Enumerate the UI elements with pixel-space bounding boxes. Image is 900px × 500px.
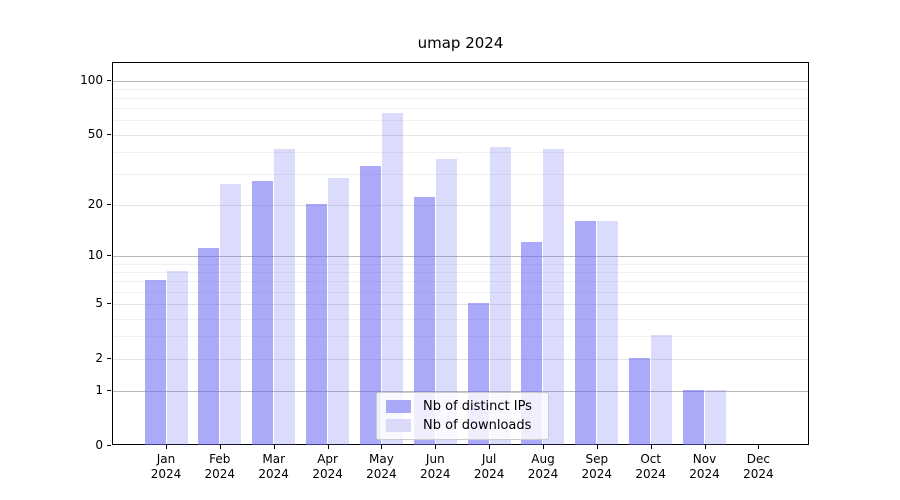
bar-nb-of-distinct-ips-sep-2024 xyxy=(575,220,597,445)
x-tick-mark-nov-2024 xyxy=(704,445,706,449)
x-tick-label-sep-2024: Sep 2024 xyxy=(581,452,613,481)
gridline-100 xyxy=(113,80,808,82)
x-tick-mark-jan-2024 xyxy=(166,445,167,449)
y-tick-mark-0 xyxy=(107,445,111,446)
minor-gridline-4 xyxy=(113,318,808,320)
y-tick-label-5: 5 xyxy=(95,296,103,311)
y-tick-label-1: 1 xyxy=(95,383,103,398)
bar-nb-of-downloads-jan-2024 xyxy=(166,271,188,445)
x-tick-mark-may-2024 xyxy=(381,445,383,449)
y-tick-label-0: 0 xyxy=(95,438,103,452)
minor-gridline-6 xyxy=(113,291,808,293)
bar-nb-of-distinct-ips-jun-2024 xyxy=(413,196,435,445)
x-tick-label-dec-2024: Dec 2024 xyxy=(743,452,774,481)
x-tick-label-apr-2024: Apr 2024 xyxy=(312,452,343,481)
legend-swatch-distinct-ips xyxy=(386,400,411,413)
x-tick-mark-dec-2024 xyxy=(758,445,760,449)
y-tick-mark-5 xyxy=(107,303,111,305)
minor-gridline-40 xyxy=(113,151,808,153)
bar-nb-of-downloads-mar-2024 xyxy=(274,149,296,445)
x-tick-mark-oct-2024 xyxy=(650,445,652,449)
x-tick-label-oct-2024: Oct 2024 xyxy=(635,452,666,481)
y-tick-mark-50 xyxy=(107,133,111,135)
y-tick-mark-2 xyxy=(107,358,111,359)
y-tick-mark-20 xyxy=(107,203,111,205)
x-tick-label-aug-2024: Aug 2024 xyxy=(527,452,559,481)
legend-label-downloads: Nb of downloads xyxy=(423,418,532,433)
y-tick-label-10: 10 xyxy=(87,248,103,263)
y-tick-mark-1 xyxy=(107,390,111,392)
bar-nb-of-distinct-ips-mar-2024 xyxy=(252,181,274,445)
bar-nb-of-distinct-ips-feb-2024 xyxy=(198,248,220,445)
minor-gridline-9 xyxy=(113,263,808,265)
x-tick-label-nov-2024: Nov 2024 xyxy=(689,452,720,481)
bar-nb-of-distinct-ips-may-2024 xyxy=(359,165,381,445)
x-tick-mark-jun-2024 xyxy=(435,445,437,449)
minor-gridline-8 xyxy=(113,272,808,273)
bar-nb-of-distinct-ips-jan-2024 xyxy=(144,280,166,445)
legend-entry-downloads: Nb of downloads xyxy=(386,418,539,433)
x-tick-label-jun-2024: Jun 2024 xyxy=(420,452,451,481)
minor-gridline-60 xyxy=(113,120,808,122)
bar-nb-of-downloads-may-2024 xyxy=(381,113,403,445)
bar-nb-of-downloads-sep-2024 xyxy=(597,220,619,445)
bar-nb-of-distinct-ips-nov-2024 xyxy=(683,390,704,445)
minor-gridline-70 xyxy=(113,108,808,110)
x-tick-mark-feb-2024 xyxy=(219,445,221,449)
y-tick-label-50: 50 xyxy=(87,126,103,141)
bar-nb-of-downloads-oct-2024 xyxy=(651,335,673,445)
legend-swatch-downloads xyxy=(386,419,411,432)
x-tick-label-mar-2024: Mar 2024 xyxy=(258,452,289,481)
x-tick-mark-mar-2024 xyxy=(273,445,275,449)
bar-nb-of-downloads-jul-2024 xyxy=(489,147,511,445)
x-tick-mark-apr-2024 xyxy=(327,445,329,449)
bar-nb-of-downloads-nov-2024 xyxy=(705,390,726,445)
gridline-10 xyxy=(113,256,808,258)
y-tick-mark-10 xyxy=(107,255,111,257)
gridline-5 xyxy=(113,304,808,306)
gridline-50 xyxy=(113,134,808,136)
bar-nb-of-downloads-jun-2024 xyxy=(435,159,457,445)
bar-nb-of-distinct-ips-apr-2024 xyxy=(306,203,328,445)
legend: Nb of distinct IPs Nb of downloads xyxy=(376,392,549,440)
x-tick-label-jan-2024: Jan 2024 xyxy=(150,452,182,481)
gridline-2 xyxy=(113,359,808,360)
bar-nb-of-downloads-apr-2024 xyxy=(328,178,350,445)
legend-label-distinct-ips: Nb of distinct IPs xyxy=(423,399,532,414)
bar-nb-of-downloads-aug-2024 xyxy=(543,149,565,445)
y-tick-mark-100 xyxy=(107,79,111,81)
minor-gridline-90 xyxy=(113,88,808,90)
gridline-20 xyxy=(113,204,808,206)
x-tick-mark-aug-2024 xyxy=(543,445,544,449)
bar-nb-of-distinct-ips-oct-2024 xyxy=(629,358,651,445)
x-tick-mark-jul-2024 xyxy=(489,445,491,449)
y-tick-label-20: 20 xyxy=(87,196,103,211)
minor-gridline-7 xyxy=(113,281,808,283)
minor-gridline-3 xyxy=(113,336,808,338)
x-tick-label-may-2024: May 2024 xyxy=(366,452,397,481)
minor-gridline-30 xyxy=(113,174,808,176)
x-tick-mark-sep-2024 xyxy=(596,445,598,449)
bar-nb-of-downloads-feb-2024 xyxy=(220,184,242,445)
minor-gridline-80 xyxy=(113,98,808,99)
y-tick-label-2: 2 xyxy=(95,351,103,365)
y-tick-label-100: 100 xyxy=(80,72,103,87)
x-tick-label-jul-2024: Jul 2024 xyxy=(473,452,505,481)
x-tick-label-feb-2024: Feb 2024 xyxy=(204,452,236,481)
legend-entry-distinct-ips: Nb of distinct IPs xyxy=(386,399,539,414)
gridline-1 xyxy=(113,391,808,393)
chart-title: umap 2024 xyxy=(417,34,504,52)
plot-area xyxy=(112,62,809,445)
